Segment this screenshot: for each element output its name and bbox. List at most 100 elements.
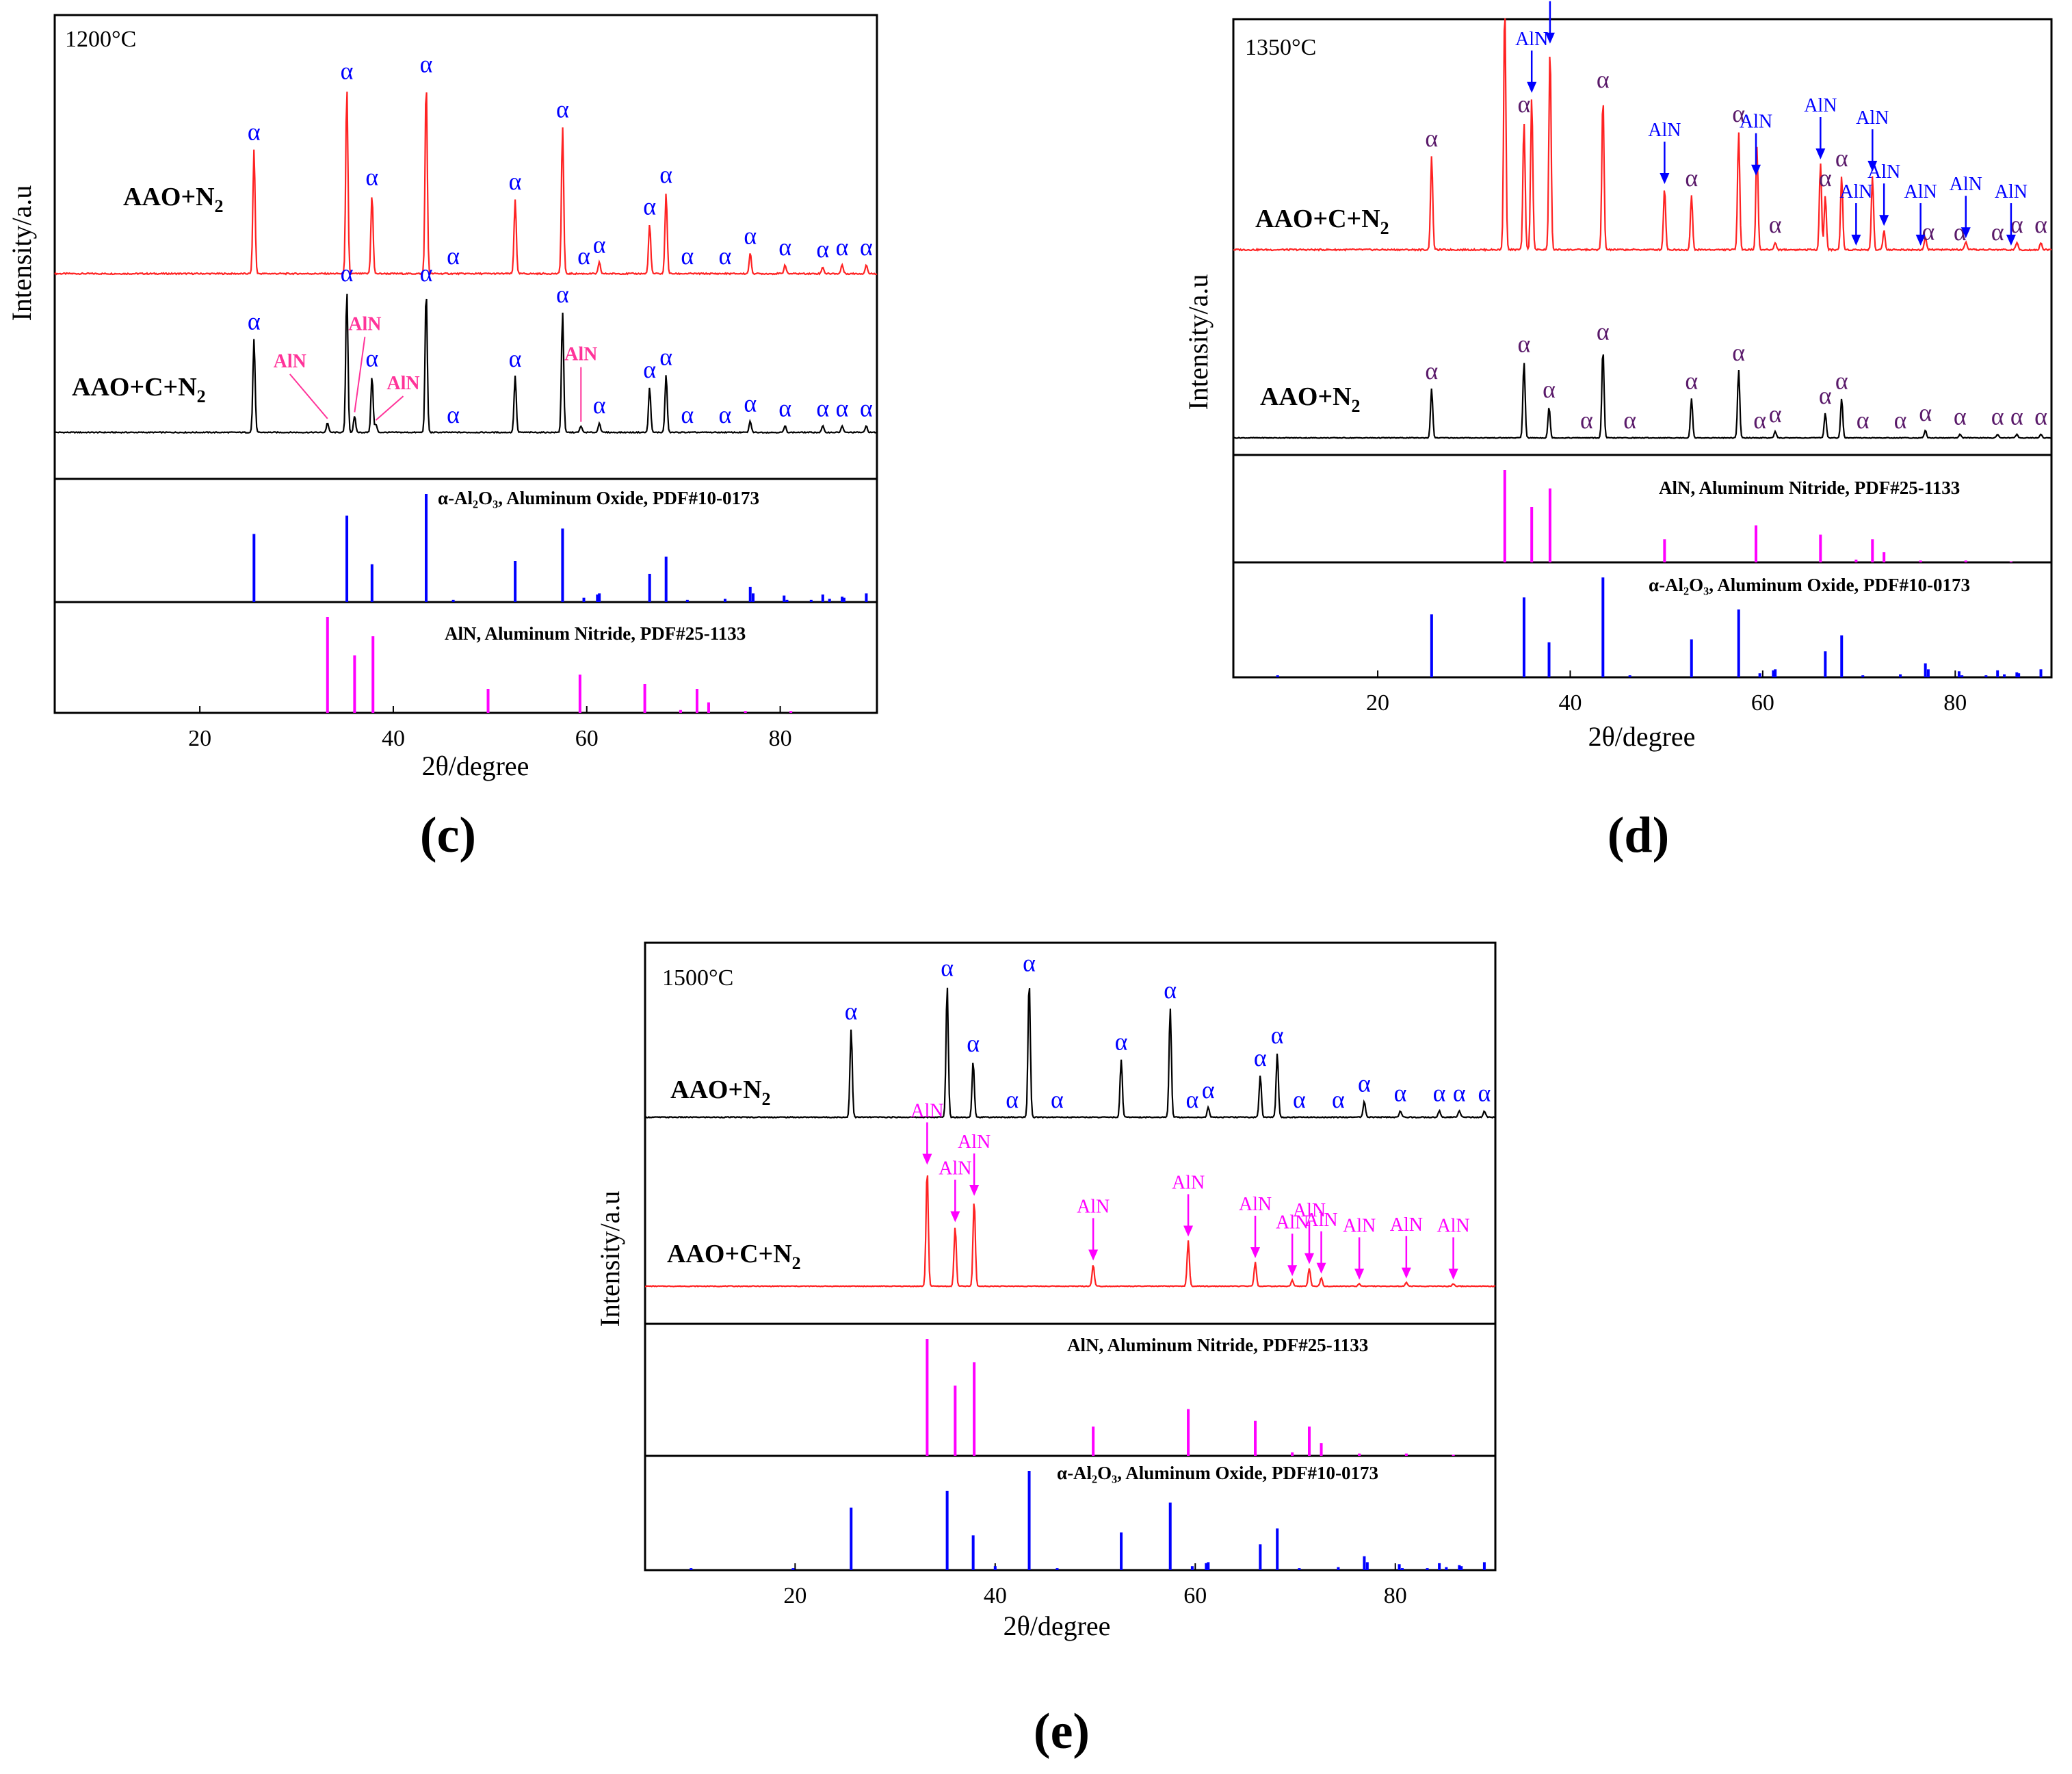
alpha-peak-label: α xyxy=(248,308,261,335)
alpha-peak-label: α xyxy=(1051,1086,1064,1113)
alpha-peak-label: α xyxy=(341,57,354,84)
alpha-peak-label: α xyxy=(1919,399,1932,426)
alpha-peak-label: α xyxy=(1991,403,2004,430)
panel-label: (e) xyxy=(1034,1704,1090,1760)
alpha-peak-label: α xyxy=(2034,403,2047,430)
aln-arrowhead xyxy=(1660,173,1670,184)
aln-arrowhead xyxy=(1960,227,1971,239)
aln-arrowhead xyxy=(1867,161,1878,172)
aln-peak-label: AlN xyxy=(910,1101,943,1122)
alpha-peak-label: α xyxy=(1425,125,1438,152)
alpha-peak-label: α xyxy=(643,356,656,383)
x-tick-label: 40 xyxy=(1558,690,1582,716)
x-tick-label: 20 xyxy=(188,726,211,751)
alpha-peak-label: α xyxy=(778,395,791,422)
reference-label: AlN, Aluminum Nitride, PDF#25-1133 xyxy=(445,623,746,644)
aln-peak-label: AlN xyxy=(1293,1200,1326,1221)
plot-frame xyxy=(53,14,878,714)
reference-label: AlN, Aluminum Nitride, PDF#25-1133 xyxy=(1659,478,1960,498)
aln-arrowhead xyxy=(1851,235,1861,246)
aln-peak-label: AlN xyxy=(274,351,306,372)
alpha-peak-label: α xyxy=(1006,1086,1019,1113)
alpha-peak-label: α xyxy=(1115,1028,1128,1055)
alpha-peak-label: α xyxy=(1202,1076,1215,1104)
alpha-peak-label: α xyxy=(1894,406,1907,434)
aln-peak-label: AlN xyxy=(1804,95,1837,116)
panel-label: (d) xyxy=(1608,807,1669,863)
aln-arrow xyxy=(289,374,328,419)
alpha-peak-label: α xyxy=(659,343,672,370)
trace-aao-n2 xyxy=(54,91,878,276)
alpha-peak-label: α xyxy=(1185,1086,1198,1113)
aln-arrowhead xyxy=(1879,215,1889,226)
alpha-peak-label: α xyxy=(941,954,954,981)
alpha-peak-label: α xyxy=(593,231,606,259)
alpha-peak-label: α xyxy=(681,401,694,428)
aln-peak-label: AlN xyxy=(1304,1210,1337,1231)
aln-arrow xyxy=(375,395,404,421)
alpha-peak-label: α xyxy=(1991,218,2004,246)
alpha-peak-label: α xyxy=(681,242,694,270)
alpha-peak-label: α xyxy=(341,259,354,287)
alpha-peak-label: α xyxy=(593,391,606,419)
aln-arrowhead xyxy=(1448,1268,1458,1280)
reference-label: α-Al₂O₃, Aluminum Oxide, PDF#10-0173 xyxy=(438,488,759,508)
x-tick-label: 60 xyxy=(575,726,599,751)
aln-peak-label: AlN xyxy=(1904,181,1937,203)
plot-frame xyxy=(644,941,1497,1571)
x-tick-label: 80 xyxy=(769,726,792,751)
alpha-peak-label: α xyxy=(556,96,569,123)
aln-peak-label: AlN xyxy=(1437,1216,1469,1237)
aln-peak-label: AlN xyxy=(1648,120,1681,141)
alpha-peak-label: α xyxy=(509,168,522,195)
aln-peak-label: AlN xyxy=(1276,1212,1309,1233)
alpha-peak-label: α xyxy=(2010,403,2023,430)
alpha-peak-label: α xyxy=(1517,90,1530,118)
alpha-peak-label: α xyxy=(836,395,849,422)
series-label-subscript: 2 xyxy=(792,1253,801,1273)
alpha-peak-label: α xyxy=(1753,406,1766,434)
alpha-peak-label: α xyxy=(744,390,757,417)
x-tick-label: 20 xyxy=(783,1583,806,1608)
x-axis-label: 2θ/degree xyxy=(422,751,529,781)
alpha-peak-label: α xyxy=(1580,406,1593,434)
x-tick-label: 80 xyxy=(1384,1583,1407,1608)
alpha-peak-label: α xyxy=(1293,1086,1306,1113)
alpha-peak-label: α xyxy=(1685,164,1698,192)
aln-peak-label: AlN xyxy=(1534,0,1566,1)
x-axis-label: 2θ/degree xyxy=(1004,1610,1111,1641)
alpha-peak-label: α xyxy=(556,281,569,308)
series-label-subscript: 2 xyxy=(1380,218,1389,238)
alpha-peak-label: α xyxy=(1835,367,1848,394)
aln-arrowhead xyxy=(1527,81,1537,93)
x-tick-label: 40 xyxy=(382,726,405,751)
series-label-main: AAO+C+N xyxy=(667,1240,792,1268)
alpha-peak-label: α xyxy=(365,345,378,372)
aln-peak-label: AlN xyxy=(348,314,381,335)
alpha-peak-label: α xyxy=(248,118,261,146)
alpha-peak-label: α xyxy=(420,51,433,78)
x-tick-label: 60 xyxy=(1183,1583,1207,1608)
alpha-peak-label: α xyxy=(643,192,656,220)
aln-peak-label: AlN xyxy=(1839,181,1872,203)
aln-peak-label: AlN xyxy=(939,1158,971,1179)
aln-arrowhead xyxy=(1183,1225,1194,1237)
series-label-main: AAO+N xyxy=(1260,382,1352,411)
x-tick-label: 40 xyxy=(984,1583,1007,1608)
series-label: AAO+C+N2 xyxy=(1255,205,1389,238)
trace-aao-n2 xyxy=(644,987,1496,1119)
alpha-peak-label: α xyxy=(1394,1080,1407,1107)
series-label-subscript: 2 xyxy=(197,387,206,406)
temperature-label: 1200°C xyxy=(65,27,136,52)
aln-arrowhead xyxy=(1545,32,1555,44)
alpha-peak-label: α xyxy=(1433,1080,1446,1107)
aln-peak-label: AlN xyxy=(1239,1194,1272,1215)
aln-arrow xyxy=(354,337,366,413)
series-label-main: AAO+C+N xyxy=(1255,205,1380,233)
alpha-peak-label: α xyxy=(1819,382,1832,409)
alpha-peak-label: α xyxy=(719,401,732,428)
alpha-peak-label: α xyxy=(1023,949,1036,976)
alpha-peak-label: α xyxy=(1835,144,1848,172)
alpha-peak-label: α xyxy=(1685,367,1698,394)
